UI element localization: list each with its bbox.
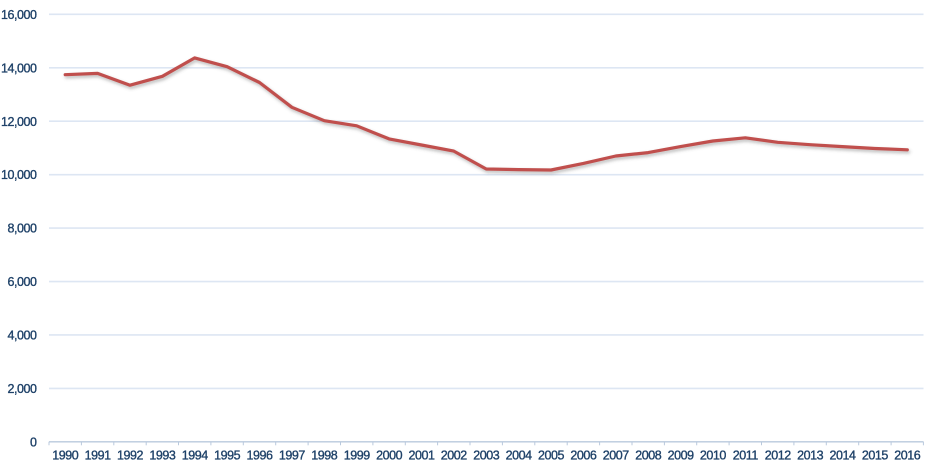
svg-text:4,000: 4,000 [7, 329, 37, 343]
svg-text:2000: 2000 [376, 449, 403, 463]
svg-text:6,000: 6,000 [7, 275, 37, 289]
svg-text:0: 0 [30, 435, 37, 449]
svg-text:2004: 2004 [506, 449, 533, 463]
svg-text:10,000: 10,000 [1, 168, 37, 182]
svg-text:1991: 1991 [85, 449, 112, 463]
svg-text:2007: 2007 [603, 449, 630, 463]
svg-text:1998: 1998 [311, 449, 338, 463]
svg-text:2001: 2001 [408, 449, 435, 463]
svg-text:1995: 1995 [214, 449, 241, 463]
svg-text:2002: 2002 [441, 449, 468, 463]
svg-text:2005: 2005 [538, 449, 565, 463]
svg-text:2015: 2015 [862, 449, 889, 463]
svg-text:1992: 1992 [117, 449, 144, 463]
svg-text:2012: 2012 [765, 449, 792, 463]
svg-text:1994: 1994 [182, 449, 209, 463]
svg-text:12,000: 12,000 [1, 115, 37, 129]
svg-text:2014: 2014 [829, 449, 856, 463]
svg-text:2009: 2009 [668, 449, 695, 463]
svg-text:2003: 2003 [473, 449, 500, 463]
svg-text:1999: 1999 [344, 449, 371, 463]
svg-text:14,000: 14,000 [1, 61, 37, 75]
svg-text:2008: 2008 [635, 449, 662, 463]
svg-text:2011: 2011 [733, 449, 759, 463]
svg-text:1993: 1993 [149, 449, 176, 463]
svg-text:1990: 1990 [52, 449, 79, 463]
svg-text:8,000: 8,000 [7, 222, 37, 236]
svg-text:2016: 2016 [894, 449, 921, 463]
svg-text:16,000: 16,000 [1, 8, 37, 22]
svg-text:1996: 1996 [246, 449, 273, 463]
svg-text:2010: 2010 [700, 449, 727, 463]
svg-text:2006: 2006 [570, 449, 597, 463]
svg-text:1997: 1997 [279, 449, 306, 463]
svg-text:2013: 2013 [797, 449, 824, 463]
svg-text:2,000: 2,000 [7, 382, 37, 396]
